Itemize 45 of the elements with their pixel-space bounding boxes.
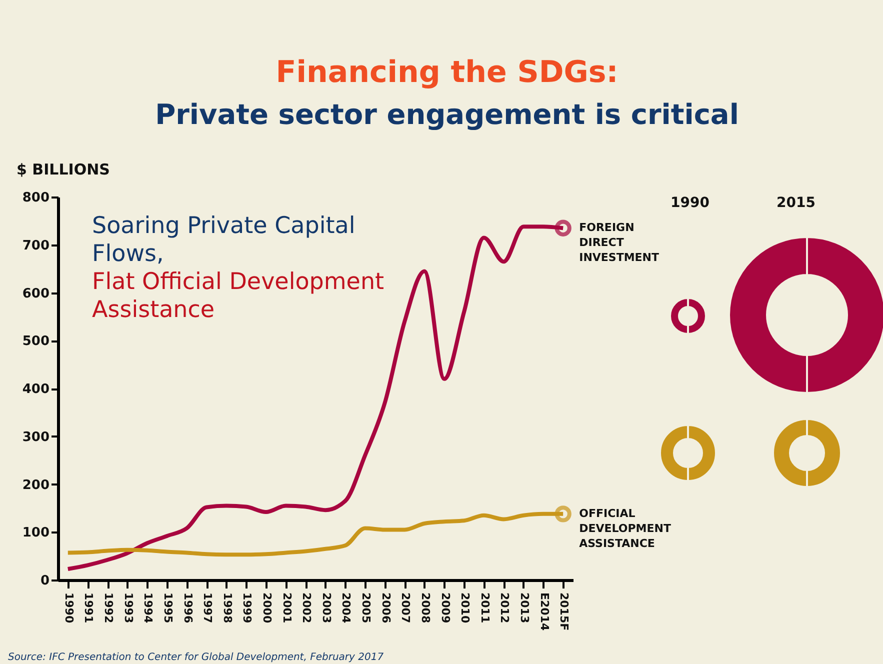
y-tick-label: 500 <box>22 334 50 350</box>
x-tick-label: 2008 <box>418 592 432 624</box>
text: 2015 <box>776 195 816 211</box>
x-tick-label: 2003 <box>320 592 333 624</box>
chart-title: Financing the SDGs: <box>276 55 618 90</box>
x-tick-label: 1996 <box>181 592 194 624</box>
x-tick-label: 2004 <box>340 592 353 624</box>
x-tick-label: 2010 <box>458 592 472 624</box>
x-tick-label: 1990 <box>62 592 76 624</box>
source-note: Source: IFC Presentation to Center for Global Development, February 2017 <box>8 652 384 663</box>
y-tick-label: 700 <box>22 238 50 254</box>
series-label: OFFICIAL DEVELOPMENT ASSISTANCE <box>579 506 672 550</box>
x-tick-label: 2012 <box>498 592 512 624</box>
x-tick-label: 2000 <box>260 592 274 624</box>
y-tick-label: 200 <box>22 478 50 493</box>
y-tick-label: 800 <box>22 190 50 206</box>
x-tick-label: 1998 <box>220 592 234 624</box>
y-tick-label: 100 <box>22 526 50 541</box>
x-tick-label: 2007 <box>399 592 412 624</box>
x-tick-label: 1993 <box>122 592 135 624</box>
x-tick-label: 1999 <box>240 592 254 624</box>
x-tick-label: 2013 <box>518 592 531 624</box>
x-tick-label: 2002 <box>300 592 314 624</box>
annotation: Flat Official Development Assistance <box>92 269 384 323</box>
x-tick-label: 1991 <box>82 592 96 624</box>
y-tick-label: 0 <box>40 574 50 588</box>
y-tick-label: 400 <box>22 382 50 397</box>
x-tick-label: 2006 <box>379 592 392 624</box>
x-tick-label: 2005 <box>360 592 373 624</box>
y-tick-label: 600 <box>22 286 50 302</box>
x-tick-label: 1995 <box>161 592 174 624</box>
x-tick-label: 2009 <box>438 592 452 624</box>
series-label: FOREIGN DIRECT INVESTMENT <box>579 221 660 264</box>
x-tick-label: 2011 <box>478 592 492 624</box>
x-tick-label: 1994 <box>142 592 155 624</box>
x-tick-label: 1997 <box>201 592 214 624</box>
x-tick-label: 1992 <box>102 592 116 624</box>
x-tick-label: 2015F <box>558 592 571 631</box>
chart-subtitle: Private sector engagement is critical <box>155 98 739 131</box>
y-axis-title: $ BILLIONS <box>16 160 110 178</box>
y-tick-label: 300 <box>22 430 50 445</box>
x-tick-label: 2001 <box>280 592 294 624</box>
text: 1990 <box>670 195 710 211</box>
x-tick-label: E2014 <box>538 592 551 631</box>
annotation: Soaring Private Capital Flows, <box>92 213 356 267</box>
